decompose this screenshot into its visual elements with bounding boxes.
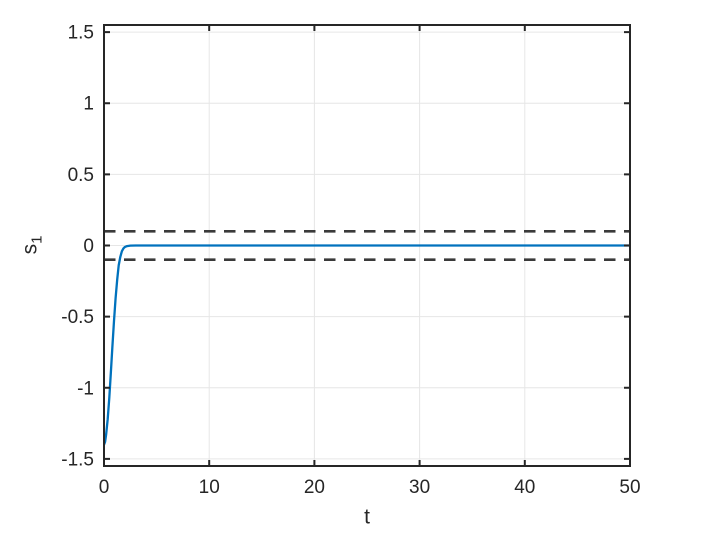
x-tick-label: 30: [409, 477, 430, 498]
x-tick-label: 0: [99, 477, 110, 498]
y-tick-label: -0.5: [61, 307, 94, 328]
y-tick-label: -1: [77, 378, 94, 399]
x-axis-label: t: [364, 505, 370, 529]
y-tick-label: 0: [83, 236, 94, 257]
y-tick-label: -1.5: [61, 449, 94, 470]
y-tick-label: 1.5: [68, 23, 94, 44]
y-axis-label-base: s: [18, 243, 42, 255]
y-axis-label-subscript: 1: [28, 235, 46, 244]
x-tick-label: 20: [304, 477, 325, 498]
y-tick-label: 1: [83, 94, 94, 115]
y-tick-label: 0.5: [68, 165, 94, 186]
x-tick-label: 10: [199, 477, 220, 498]
x-tick-label: 40: [514, 477, 535, 498]
y-axis-label: s1: [18, 235, 46, 255]
series-s1-trajectory: [102, 244, 630, 446]
x-tick-label: 50: [619, 477, 640, 498]
